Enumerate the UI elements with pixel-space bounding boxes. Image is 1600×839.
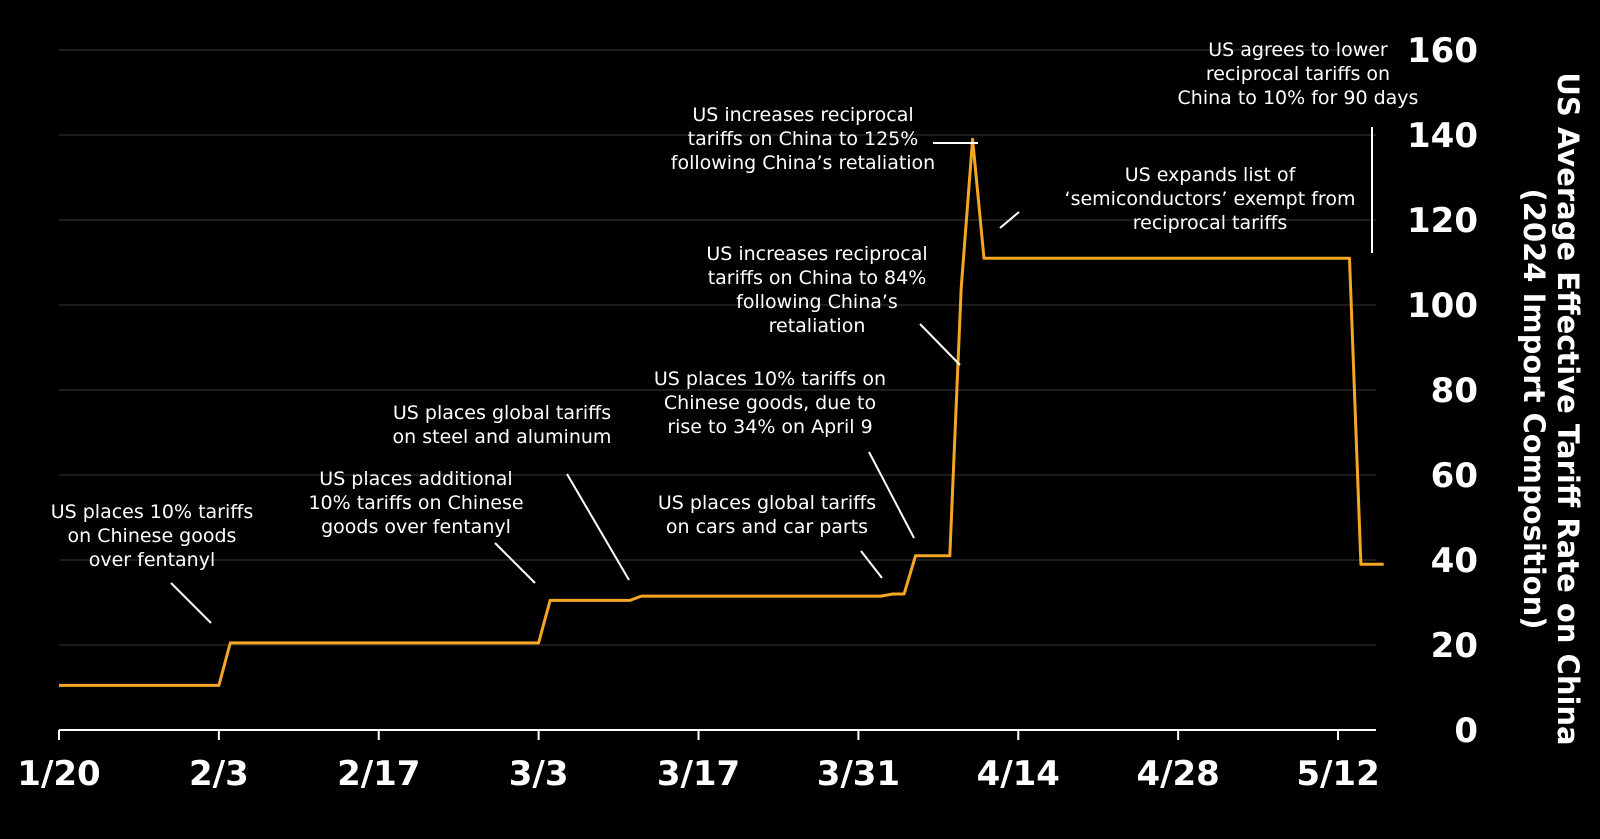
annotation-text: tariffs on China to 84% — [708, 267, 927, 289]
annotation-text: Chinese goods, due to — [664, 392, 876, 414]
annotation-leader — [868, 451, 915, 539]
y-axis-label-line: (2024 Import Composition) — [1517, 189, 1551, 630]
annotation-text: following China’s retaliation — [671, 152, 935, 174]
annotation-text: reciprocal tariffs on — [1206, 63, 1390, 85]
x-tick-label: 2/3 — [189, 754, 249, 794]
annotation-text: US expands list of — [1125, 164, 1297, 186]
series-polyline — [59, 137, 1384, 687]
annotation-leader — [170, 582, 212, 624]
y-tick-label: 80 — [1431, 371, 1478, 411]
y-axis-label-text: US Average Effective Tariff Rate on Chin… — [1517, 72, 1585, 745]
y-tick-label: 40 — [1431, 541, 1478, 581]
x-tick-label: 4/28 — [1136, 754, 1219, 794]
annotation-text: China to 10% for 90 days — [1178, 87, 1419, 109]
annotation-text: on cars and car parts — [666, 516, 868, 538]
annotation-text: rise to 34% on April 9 — [667, 416, 872, 438]
annotation-text: goods over fentanyl — [321, 516, 511, 538]
annotation-text: ‘semiconductors’ exempt from — [1065, 188, 1356, 210]
y-axis-ticks: 0 20 40 60 80 100 120 140 160 — [1407, 31, 1478, 751]
annotation-text: US places global tariffs — [658, 492, 876, 514]
annotation-text: 10% tariffs on Chinese — [308, 492, 523, 514]
annotation-text: US increases reciprocal — [706, 243, 927, 265]
x-tick-label: 3/17 — [657, 754, 740, 794]
y-axis-label: US Average Effective Tariff Rate on Chin… — [1517, 72, 1585, 745]
x-tick-label: 3/31 — [817, 754, 900, 794]
x-tick-label: 2/17 — [337, 754, 420, 794]
annotation-text: US agrees to lower — [1208, 39, 1388, 61]
x-tick-label: 1/20 — [17, 754, 100, 794]
x-tick-label: 5/12 — [1296, 754, 1379, 794]
x-axis: 1/20 2/3 2/17 3/3 3/17 3/31 4/14 4/28 5/12 — [17, 729, 1380, 794]
annotation-leader — [919, 323, 961, 366]
y-tick-label: 100 — [1407, 286, 1478, 326]
annotation-text: tariffs on China to 125% — [688, 128, 919, 150]
y-tick-label: 160 — [1407, 31, 1478, 71]
y-axis-label-line: US Average Effective Tariff Rate on Chin… — [1551, 72, 1585, 745]
annotation-leader — [494, 542, 536, 584]
annotation-text: US places 10% tariffs — [51, 501, 254, 523]
y-tick-label: 140 — [1407, 116, 1478, 156]
annotation-text: US places global tariffs — [393, 402, 611, 424]
annotation-text: reciprocal tariffs — [1133, 212, 1287, 234]
annotation-text: following China’s — [736, 291, 898, 313]
annotation-text: on steel and aluminum — [393, 426, 612, 448]
annotation-text: over fentanyl — [89, 549, 216, 571]
annotation-text: on Chinese goods — [68, 525, 237, 547]
x-tick-label: 3/3 — [509, 754, 569, 794]
y-tick-label: 0 — [1454, 711, 1478, 751]
y-tick-label: 120 — [1407, 201, 1478, 241]
annotation-text: US increases reciprocal — [692, 104, 913, 126]
annotation-text: US places additional — [319, 468, 512, 490]
annotation-leader — [860, 550, 883, 579]
x-tick-label: 4/14 — [977, 754, 1060, 794]
annotation-text: retaliation — [769, 315, 866, 337]
gridlines — [59, 49, 1376, 646]
y-tick-label: 60 — [1431, 456, 1478, 496]
annotation-text: US places 10% tariffs on — [654, 368, 886, 390]
annotation-leader — [566, 473, 630, 581]
series-line — [59, 137, 1384, 687]
annotation-leader — [999, 211, 1020, 229]
y-tick-label: 20 — [1431, 626, 1478, 666]
